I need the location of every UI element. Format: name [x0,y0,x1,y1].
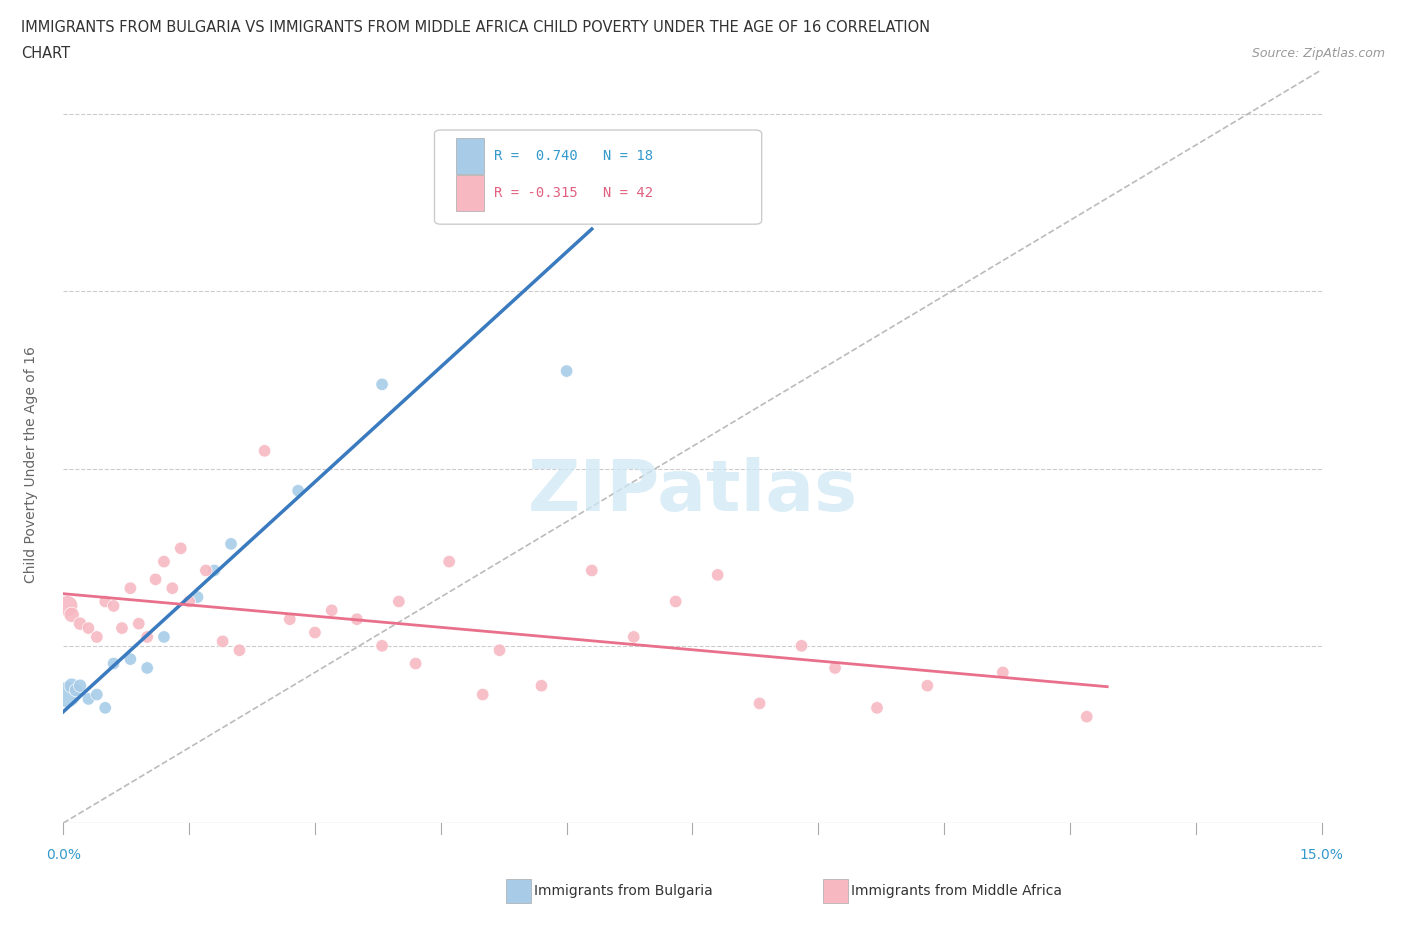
Text: R =  0.740   N = 18: R = 0.740 N = 18 [494,149,652,163]
Point [179,594,201,609]
FancyBboxPatch shape [456,138,484,174]
Point [219,537,242,551]
Point [665,594,688,609]
Text: Child Poverty Under the Age of 16: Child Poverty Under the Age of 16 [24,347,38,583]
Text: ZIPatlas: ZIPatlas [527,458,858,526]
Point [120,580,142,595]
Point [371,377,394,392]
Point [120,652,142,667]
Point [581,563,603,578]
Point [56,599,79,614]
Point [111,620,134,635]
Point [103,599,125,614]
Text: CHART: CHART [21,46,70,61]
Text: R = -0.315   N = 42: R = -0.315 N = 42 [494,186,652,200]
Point [69,678,91,693]
Point [86,687,108,702]
Point [388,594,411,609]
Text: IMMIGRANTS FROM BULGARIA VS IMMIGRANTS FROM MIDDLE AFRICA CHILD POVERTY UNDER TH: IMMIGRANTS FROM BULGARIA VS IMMIGRANTS F… [21,20,931,35]
Point [278,612,301,627]
Point [69,617,91,631]
Point [824,660,846,675]
Text: Immigrants from Middle Africa: Immigrants from Middle Africa [851,884,1062,898]
Point [86,630,108,644]
Point [1076,710,1098,724]
Point [555,364,578,379]
Point [405,656,427,671]
Point [471,687,494,702]
Point [917,678,939,693]
Point [623,630,645,644]
Point [706,567,728,582]
Text: Immigrants from Bulgaria: Immigrants from Bulgaria [534,884,713,898]
Point [162,580,184,595]
Point [253,444,276,458]
Point [60,678,83,693]
Point [530,678,553,693]
Point [437,554,460,569]
Point [136,660,159,675]
Text: 0.0%: 0.0% [46,848,80,862]
Point [321,603,343,618]
Point [65,683,87,698]
Point [488,643,510,658]
Point [991,665,1014,680]
Point [94,700,117,715]
Point [103,656,125,671]
Point [56,687,79,702]
Point [371,638,394,653]
Point [170,541,193,556]
Point [186,590,208,604]
Point [194,563,217,578]
Point [153,630,176,644]
Point [454,208,477,223]
Point [153,554,176,569]
FancyBboxPatch shape [456,175,484,211]
Point [145,572,167,587]
Point [202,563,225,578]
Point [346,612,368,627]
Point [77,692,100,707]
Point [304,625,326,640]
Point [77,620,100,635]
Point [128,617,150,631]
Point [748,696,770,711]
Point [94,594,117,609]
Text: 15.0%: 15.0% [1299,848,1344,862]
Point [790,638,813,653]
FancyBboxPatch shape [434,130,762,224]
Point [60,607,83,622]
Point [866,700,889,715]
Point [211,634,233,649]
Text: Source: ZipAtlas.com: Source: ZipAtlas.com [1251,46,1385,60]
Point [228,643,250,658]
Point [287,484,309,498]
Point [136,630,159,644]
